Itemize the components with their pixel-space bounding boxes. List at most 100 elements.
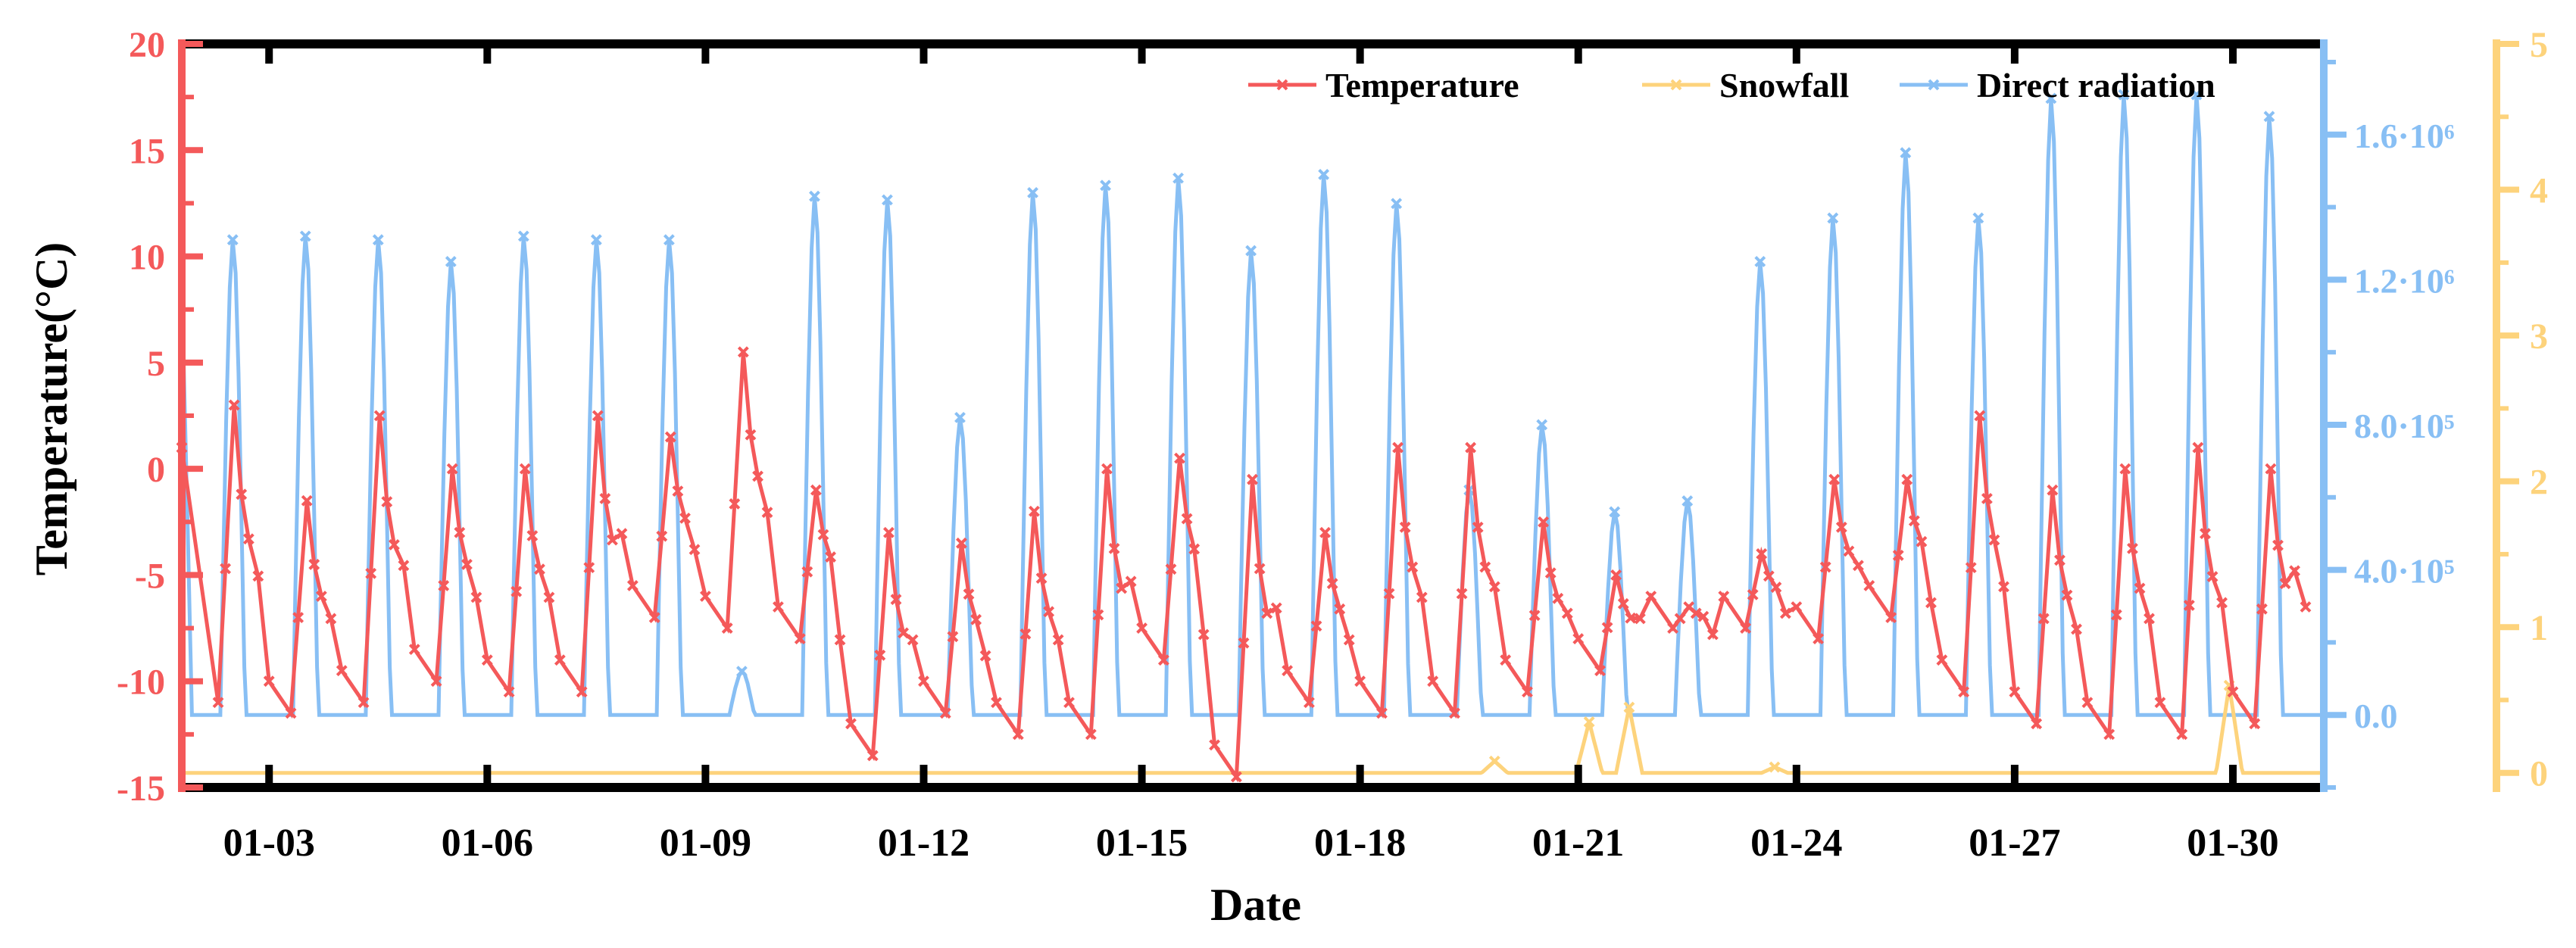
temperature-point [1500,654,1512,666]
snowfall-point [1488,755,1500,767]
x-axis-title: Date [1210,880,1301,930]
temperature-point [1254,563,1266,575]
temperature-point [1188,543,1201,555]
temperature-point [2054,554,2065,566]
temperature-point [866,750,879,762]
temperature-point [446,463,458,475]
temperature-point [955,537,967,549]
temperature-point [1334,603,1346,615]
temperature-point [1667,622,1678,634]
temperature-point [1779,607,1791,619]
temperature-point [576,686,588,698]
radiation-peak-point [590,234,602,246]
temperature-point [1610,569,1622,581]
temperature-point [1863,580,1875,591]
temperature-point [2300,601,2312,613]
temperature-point [1634,613,1646,625]
legend-label: Snowfall [1719,66,1849,104]
x-axis-tick-label: 01-03 [223,822,315,865]
temperature-point [947,631,959,643]
radiation-peak-point [735,666,748,678]
x-axis-tick-label: 01-24 [1750,822,1842,865]
left-axis-tick-label: 10 [129,238,165,278]
temperature-point [358,697,370,709]
temperature-point [834,634,846,646]
temperature-point [1326,578,1338,590]
temperature-point [1116,582,1128,594]
temperature-point [1901,473,1913,485]
temperature-point [2249,718,2261,730]
temperature-point [1354,675,1366,688]
temperature-point [1601,622,1613,634]
temperature-point [1230,771,1242,783]
temperature-point [388,539,400,550]
temperature-point [963,588,975,600]
temperature-point [1617,597,1629,610]
temperature-point [810,484,822,496]
temperature-point [1085,728,1097,741]
radiation-peak-point [1536,419,1548,431]
temperature-point [285,707,297,719]
temperature-point [2227,686,2239,698]
snowfall-point [1769,761,1781,773]
left-axis-tick-label: -15 [117,769,165,809]
temperature-point [1282,665,1294,677]
radiation-peak-point [1900,147,1912,159]
temperature-point [1456,588,1468,600]
temperature-point [301,494,313,507]
temperature-point [228,399,240,411]
temperature-point [1538,516,1550,528]
temperature-point [2047,484,2059,496]
temperature-point [1756,547,1768,560]
temperature-point [2206,571,2218,582]
temperature-point [599,493,611,504]
temperature-point [2216,597,2228,609]
temperature-point [1310,620,1322,632]
temperature-point [236,488,248,501]
x-axis-tick-label: 01-12 [878,822,970,865]
temperature-point [1392,441,1404,454]
temperature-point [1319,526,1331,538]
series-direct-radiation [180,89,2321,717]
temperature-point [1718,591,1730,602]
temperature-point [292,612,304,623]
temperature-point [454,526,466,538]
temperature-point [438,580,450,591]
temperature-point [721,622,733,634]
plot-frame [182,39,2324,792]
radiation-peak-point [809,190,820,202]
temperature-point [1247,473,1258,485]
legend-swatch-marker [1276,79,1288,91]
temperature-point [2176,728,2188,741]
temperature-point [1304,697,1315,709]
temperature-point [481,654,493,666]
x-axis-tick-label: 01-06 [442,822,533,865]
temperature-point [2061,589,2073,601]
temperature-point [656,530,668,542]
temperature-point [882,526,895,538]
radiation-peak-point [1318,169,1330,180]
temperature-point [918,675,929,688]
temperature-point [991,697,1002,709]
temperature-point [1561,607,1573,619]
temperature-point [2154,697,2166,709]
temperature-point [672,485,684,497]
temperature-point [315,591,327,602]
temperature-point [616,528,628,540]
temperature-point [1407,561,1419,573]
radiation-axis-tick-label: 1.2·10⁶ [2354,261,2455,300]
temperature-point [308,558,320,570]
temperature-point [817,529,829,541]
temperature-point [1819,561,1831,573]
temperature-point [325,613,337,625]
temperature-point [679,512,691,524]
temperature-point [1449,707,1460,719]
snowfall-axis-tick-label: 4 [2530,171,2548,211]
temperature-point [2081,697,2094,709]
temperature-point [1916,535,1928,547]
temperature-point [1706,628,1719,641]
radiation-peak-point [372,234,384,246]
temperature-point [1988,534,2000,546]
temperature-point [1958,686,1970,698]
radiation-peak-point [1827,212,1839,224]
